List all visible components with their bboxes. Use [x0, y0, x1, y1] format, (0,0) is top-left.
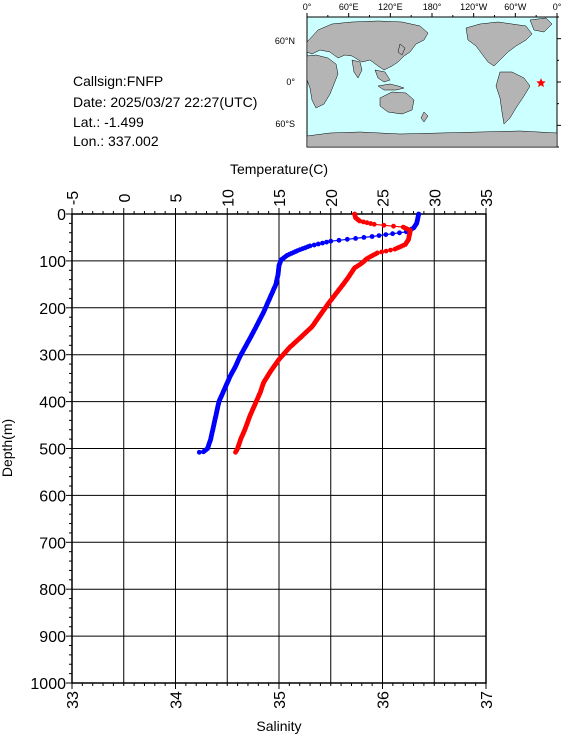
temperature-data-point [201, 449, 206, 455]
salinity-tick-label: 36 [376, 691, 393, 709]
map-top-tick-label: 60°E [339, 2, 359, 12]
depth-tick-label: 800 [39, 582, 66, 599]
temperature-data-point [369, 234, 375, 239]
temperature-tick-label: 25 [376, 189, 393, 207]
salinity-data-point [371, 221, 377, 227]
temperature-data-point [383, 232, 389, 238]
salinity-data-point [379, 249, 385, 255]
temperature-tick-label: 20 [324, 189, 341, 207]
temperature-tick-label: 35 [479, 189, 496, 207]
temperature-tick-labels: -5 0 5 10 15 20 25 30 35 [65, 189, 496, 207]
depth-tick-label: 1000 [30, 676, 66, 693]
temperature-data-point [336, 237, 342, 243]
salinity-data-point [383, 248, 389, 254]
map-top-tick-label: 0° [303, 2, 312, 12]
map-side-tick-label: 60°N [275, 36, 295, 46]
depth-tick-label: 600 [39, 488, 66, 505]
temperature-data-point [328, 238, 334, 244]
salinity-data-point [392, 246, 398, 252]
salinity-tick-label: 35 [272, 691, 289, 709]
depth-tick-label: 200 [39, 301, 66, 318]
lat-text: Lat.: -1.499 [73, 114, 144, 130]
map-side-tick-label: 0° [286, 77, 295, 87]
temperature-data-point [315, 241, 321, 247]
depth-tick-label: 100 [39, 254, 66, 271]
temperature-data-point [344, 236, 350, 242]
station-star-marker [536, 78, 546, 88]
depth-tick-label: 0 [57, 207, 66, 224]
salinity-tick-label: 37 [479, 691, 496, 709]
depth-axis-title: Depth(m) [0, 419, 15, 477]
map-top-tick-label: 120°E [378, 2, 403, 12]
world-map-inset: 0° 60°E 120°E 180° 120°W 60°W 0° 60°N 0°… [275, 2, 562, 148]
depth-tick-label: 400 [39, 395, 66, 412]
temperature-data-point [376, 233, 382, 239]
station-info: Callsign:FNFP Date: 2025/03/27 22:27(UTC… [73, 73, 257, 149]
plot-grid [72, 214, 486, 683]
map-ticks [306, 13, 561, 148]
salinity-tick-label: 34 [169, 691, 186, 709]
salinity-profile [233, 211, 413, 455]
temperature-data-point [390, 231, 395, 237]
depth-tick-labels: 0 100 200 300 400 500 600 700 800 900 10… [30, 207, 66, 693]
plot-area: -5 0 5 10 15 20 25 30 35 Temperature(C) … [0, 161, 496, 734]
depth-tick-label: 500 [39, 442, 66, 459]
map-side-tick-label: 60°S [275, 119, 295, 129]
salinity-data-point [391, 223, 396, 229]
salinity-axis-title: Salinity [256, 718, 301, 734]
depth-tick-label: 300 [39, 348, 66, 365]
axis-ticks [66, 208, 487, 689]
map-top-labels: 0° 60°E 120°E 180° 120°W 60°W 0° [303, 2, 562, 12]
callsign-text: Callsign:FNFP [73, 73, 163, 89]
salinity-data-point [357, 218, 363, 224]
temperature-tick-label: 10 [220, 189, 237, 207]
temperature-axis-title: Temperature(C) [230, 161, 328, 177]
salinity-data-point [368, 221, 373, 226]
temperature-profile [196, 211, 422, 455]
salinity-data-point [364, 220, 370, 226]
depth-tick-label: 700 [39, 535, 66, 552]
depth-tick-label: 900 [39, 629, 66, 646]
temperature-data-point [353, 236, 358, 241]
map-top-tick-label: 180° [423, 2, 442, 12]
salinity-tick-labels: 33 34 35 36 37 [65, 691, 496, 709]
map-right-labels: 60°N 0° 60°S [275, 36, 296, 129]
lon-text: Lon.: 337.002 [73, 133, 159, 149]
map-land [306, 17, 558, 148]
temperature-tick-label: 30 [427, 189, 444, 207]
map-top-tick-label: 120°W [460, 2, 488, 12]
salinity-data-point [381, 222, 387, 228]
temperature-data-point [320, 240, 325, 246]
map-top-tick-label: 0° [553, 2, 562, 12]
temperature-tick-label: -5 [65, 191, 82, 205]
temperature-tick-label: 0 [117, 193, 134, 202]
temperature-data-point [361, 235, 367, 240]
map-top-tick-label: 60°W [504, 2, 527, 12]
temperature-data-point [397, 230, 402, 236]
series-layer [196, 211, 422, 455]
temperature-tick-label: 5 [169, 193, 186, 202]
salinity-data-point [388, 247, 393, 253]
temperature-data-point [311, 242, 317, 248]
temperature-data-point [324, 239, 329, 245]
date-text: Date: 2025/03/27 22:27(UTC) [73, 94, 257, 110]
temperature-data-point [196, 449, 202, 455]
salinity-tick-label: 33 [65, 691, 82, 709]
salinity-data-point [233, 449, 238, 455]
salinity-data-point [361, 219, 366, 225]
temperature-tick-label: 15 [272, 189, 289, 207]
